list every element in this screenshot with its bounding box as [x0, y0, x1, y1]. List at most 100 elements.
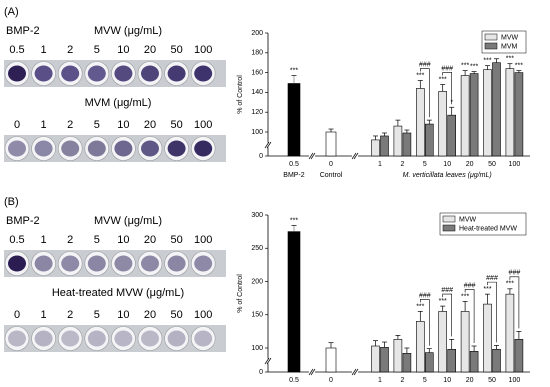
- concentration-label: 1: [41, 234, 47, 246]
- bar: [514, 72, 524, 157]
- concentration-label: 5: [94, 119, 100, 131]
- bar: [469, 351, 479, 373]
- comparison-label: ###: [441, 287, 453, 294]
- category-label: 2: [400, 377, 404, 384]
- row-title: MVM (μg/mL): [85, 97, 152, 109]
- comparison-label: ###: [509, 270, 521, 277]
- category-label: 100: [509, 377, 521, 384]
- well-stain: [167, 255, 186, 272]
- well-stain: [141, 330, 159, 347]
- legend-box: [439, 212, 527, 236]
- well-stain: [61, 330, 80, 347]
- y-tick-label: 120: [251, 109, 263, 116]
- well-stain: [114, 65, 133, 82]
- axis-break-gap: [352, 369, 358, 375]
- comparison-bracket: [464, 289, 475, 344]
- axis-break-gap: [309, 369, 315, 375]
- concentration-label: 100: [194, 119, 212, 131]
- category-label: 50: [488, 161, 496, 168]
- concentration-label: 0.5: [9, 234, 24, 246]
- concentration-label: 0: [14, 309, 20, 321]
- category-label: 0.5: [289, 161, 299, 168]
- group-label: Control: [320, 172, 343, 179]
- y-tick-label: 300: [251, 212, 263, 219]
- axis-break-gap: [352, 153, 358, 159]
- axis-break-gap: [265, 358, 271, 364]
- panel-label: (A): [4, 6, 19, 18]
- bar: [287, 231, 301, 373]
- category-label: 0.5: [289, 377, 299, 384]
- bar: [492, 62, 501, 157]
- bar: [447, 349, 457, 373]
- y-tick-label: 100: [251, 129, 263, 136]
- bar: [460, 75, 470, 157]
- category-label: 1: [378, 377, 382, 384]
- axis-break: [266, 357, 272, 365]
- significance: ***: [483, 58, 491, 65]
- legend-swatch: [442, 224, 456, 232]
- axis-break: [353, 152, 359, 160]
- category-label: 20: [466, 161, 474, 168]
- category-label: 5: [423, 161, 427, 168]
- concentration-label: 100: [194, 44, 212, 56]
- panel-label: (B): [4, 196, 19, 208]
- well-stain: [194, 65, 213, 82]
- well-stain: [114, 140, 133, 157]
- concentration-label: 0: [14, 119, 20, 131]
- significance: ***: [461, 62, 469, 69]
- concentration-label: 50: [170, 309, 182, 321]
- comparison-bracket: [509, 276, 520, 329]
- concentration-label: 10: [117, 119, 129, 131]
- legend-label: MVW: [459, 216, 477, 223]
- well-stain: [194, 255, 213, 272]
- comparison-label: ###: [419, 61, 431, 68]
- well-stain: [34, 65, 53, 82]
- y-tick-label: 0: [259, 369, 263, 376]
- well-stain: [114, 330, 133, 347]
- significance: ***: [515, 62, 523, 69]
- comparison-bracket: [442, 72, 452, 105]
- bar: [415, 88, 425, 157]
- category-label: 1: [378, 161, 382, 168]
- concentration-label: 50: [170, 44, 182, 56]
- y-tick-label: 250: [251, 245, 263, 252]
- row-title: MVW (μg/mL): [94, 25, 162, 37]
- category-label: 100: [509, 161, 521, 168]
- significance: ***: [416, 303, 424, 310]
- axis-break: [310, 152, 316, 160]
- axis-break: [308, 152, 314, 160]
- axis-break-gap: [309, 153, 315, 159]
- well-stain: [87, 255, 106, 272]
- bar: [483, 69, 492, 157]
- significance: ***: [461, 293, 469, 300]
- row-title: MVW (μg/mL): [94, 215, 162, 227]
- concentration-label: 2: [67, 119, 73, 131]
- bar: [438, 91, 448, 157]
- comparison-bracket: [442, 293, 452, 337]
- y-tick-label: 150: [251, 312, 263, 319]
- significance: ***: [470, 63, 478, 70]
- well-stain: [141, 140, 159, 157]
- well-stain: [61, 140, 80, 157]
- bar: [287, 83, 301, 157]
- comparison-bracket: [420, 68, 430, 118]
- well-stain: [167, 330, 186, 347]
- well-stain: [167, 65, 186, 82]
- axis-break: [266, 141, 272, 149]
- well-stain: [87, 65, 106, 82]
- concentration-label: 1: [41, 119, 47, 131]
- y-tick-label: 140: [251, 89, 263, 96]
- bar: [492, 349, 501, 373]
- well-stain: [8, 255, 26, 272]
- axis-break: [264, 357, 270, 365]
- well-stain: [8, 140, 26, 157]
- bar: [380, 135, 389, 157]
- well-stain: [141, 255, 159, 272]
- category-label: 0: [329, 377, 333, 384]
- concentration-label: 10: [117, 44, 129, 56]
- group-label: M. verticillata leaves (μg/mL): [403, 172, 492, 179]
- axis-break-gap: [265, 142, 271, 148]
- well-stain: [34, 255, 53, 272]
- comparison-label: ###: [419, 292, 431, 299]
